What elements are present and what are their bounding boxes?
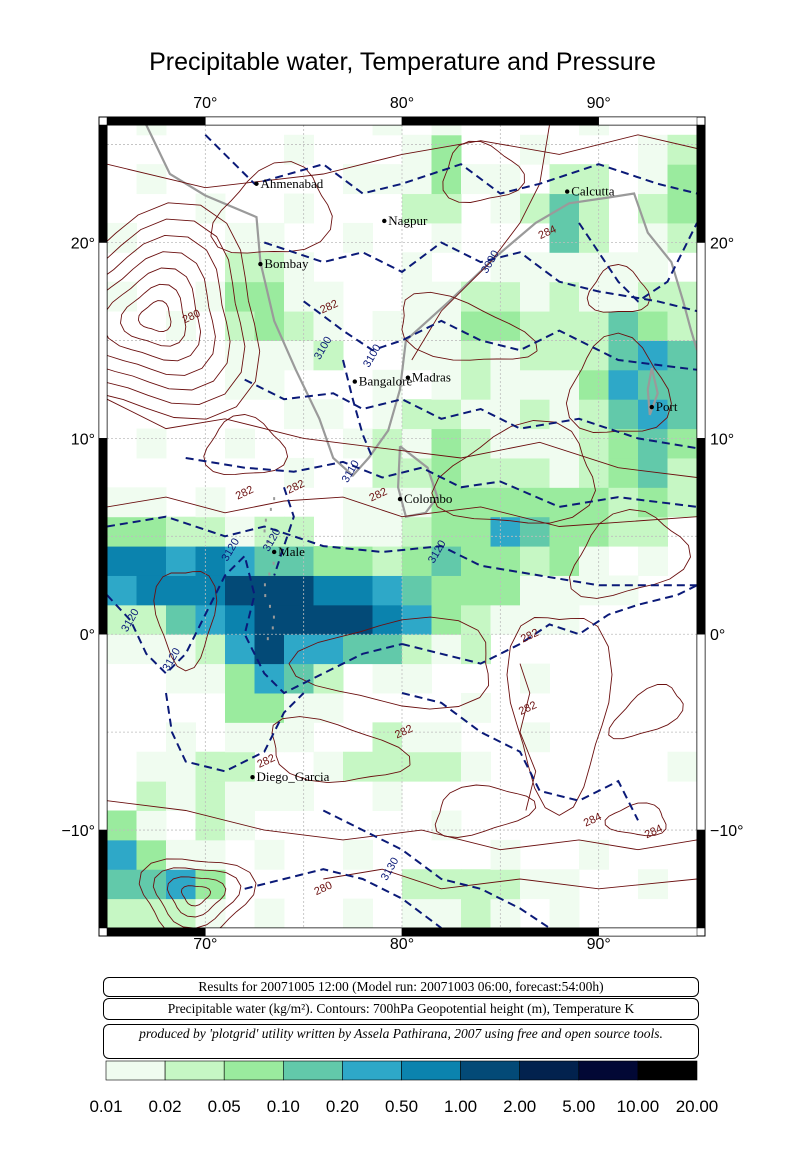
city-dot — [565, 189, 570, 194]
city-dot — [397, 496, 403, 502]
colorbar-label: 0.05 — [208, 1097, 241, 1116]
colorbar-swatch — [282, 1060, 343, 1081]
city-dot — [382, 218, 387, 224]
city-label: Diego_Garcia — [257, 769, 330, 784]
legend-description: Precipitable water (kg/m²). Contours: 70… — [103, 998, 699, 1020]
city-marker: Male — [271, 544, 305, 559]
run-info: Results for 20071005 12:00 (Model run: 2… — [103, 977, 699, 997]
colorbar-swatch — [637, 1060, 698, 1081]
colorbar-swatch — [105, 1060, 166, 1081]
longitude-tick-label: 80° — [390, 95, 414, 112]
latitude-tick-label: 20° — [71, 236, 95, 253]
colorbar-swatch — [401, 1060, 461, 1081]
city-label: Male — [278, 544, 305, 559]
latitude-tick-label: 0° — [710, 627, 725, 644]
temperature-contours — [107, 125, 697, 928]
map-frame — [98, 116, 706, 937]
city-marker: Ahmenabad — [254, 176, 324, 191]
colorbar-label: 2.00 — [503, 1097, 536, 1116]
latitude-tick-label: −10° — [710, 823, 744, 840]
colorbar-label: 20.00 — [676, 1097, 719, 1116]
graticule — [107, 125, 697, 928]
city-dot — [352, 379, 357, 384]
longitude-tick-label: 70° — [193, 936, 217, 953]
longitude-tick-label: 90° — [587, 936, 611, 953]
colorbar-swatch — [342, 1060, 402, 1081]
latitude-tick-label: 20° — [710, 236, 734, 253]
city-label: Nagpur — [388, 213, 428, 228]
city-marker: Colombo — [397, 491, 452, 506]
city-dot — [250, 774, 255, 780]
city-marker: Port — [649, 399, 678, 414]
latitude-tick-label: −10° — [61, 823, 95, 840]
water-field — [107, 125, 697, 928]
colorbar-swatch — [578, 1060, 639, 1081]
height-contours — [107, 134, 697, 928]
colorbar-label: 0.50 — [385, 1097, 418, 1116]
colorbar-swatch — [519, 1060, 580, 1081]
colorbar-label: 1.00 — [444, 1097, 477, 1116]
latitude-tick-label: 10° — [71, 431, 95, 448]
colorbar-swatch — [164, 1060, 225, 1081]
city-label: Bombay — [264, 256, 309, 271]
city-label: Bangalore — [359, 374, 413, 389]
city-label: Calcutta — [571, 184, 615, 199]
city-label: Madras — [412, 370, 451, 385]
colorbar-label: 0.01 — [89, 1097, 122, 1116]
city-dot — [258, 261, 263, 267]
latitude-tick-label: 0° — [80, 627, 95, 644]
city-dot — [649, 404, 654, 410]
longitude-tick-label: 90° — [587, 95, 611, 112]
colorbar-label: 5.00 — [562, 1097, 595, 1116]
axis-tick-labels: 70° 70° 80° 80° 90° 90° 20° 20° 10° 10° 0° 0° −10° −1… — [61, 95, 743, 953]
city-dot — [254, 181, 259, 186]
city-marker: Madras — [405, 370, 451, 385]
colorbar-label: 0.02 — [149, 1097, 182, 1116]
city-label: Port — [656, 399, 678, 414]
longitude-tick-label: 70° — [193, 95, 217, 112]
city-label: Ahmenabad — [260, 176, 323, 191]
colorbar-swatch — [223, 1060, 284, 1081]
city-marker: Bangalore — [352, 374, 413, 389]
city-label: Colombo — [404, 491, 452, 506]
colorbar-label: 0.20 — [326, 1097, 359, 1116]
colorbar-swatch — [460, 1060, 521, 1081]
colorbar-label: 0.10 — [267, 1097, 300, 1116]
colorbar-label: 10.00 — [617, 1097, 660, 1116]
city-marker: Bombay — [258, 256, 309, 271]
city-dot — [271, 549, 277, 555]
city-marker: Nagpur — [382, 213, 428, 228]
credits-note: produced by 'plotgrid' utility written b… — [103, 1024, 699, 1059]
city-marker: Diego_Garcia — [250, 769, 330, 784]
city-marker: Calcutta — [565, 184, 615, 199]
latitude-tick-label: 10° — [710, 431, 734, 448]
map-title: Precipitable water, Temperature and Pres… — [149, 48, 656, 76]
city-dot — [405, 375, 411, 380]
longitude-tick-label: 80° — [390, 936, 414, 953]
